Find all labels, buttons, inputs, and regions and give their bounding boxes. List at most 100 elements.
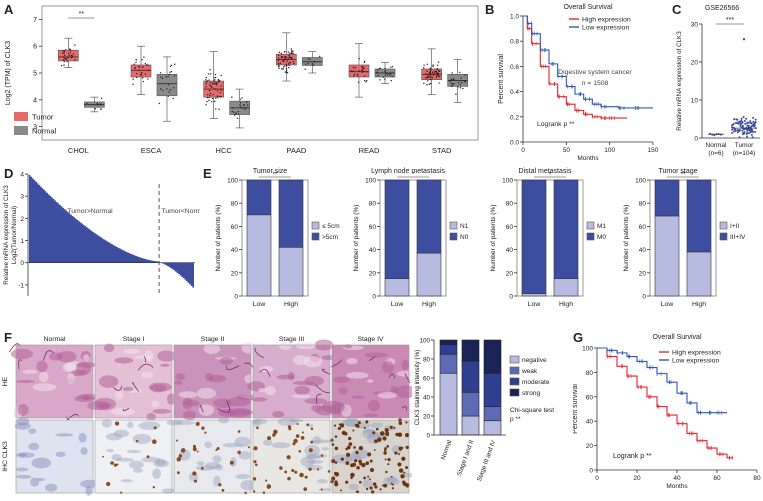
logrank-label: Logrank p ** bbox=[537, 121, 575, 128]
legend-swatch bbox=[586, 221, 595, 230]
legend-label-normal: Normal bbox=[32, 127, 57, 136]
he-tissue-blob bbox=[292, 380, 315, 386]
ihc-positive-stain bbox=[374, 485, 378, 489]
he-tissue-blob bbox=[294, 385, 311, 395]
y-tick-label: 80 bbox=[639, 201, 647, 208]
data-point bbox=[246, 104, 249, 106]
ihc-positive-stain bbox=[377, 437, 382, 442]
ihc-positive-stain bbox=[345, 447, 348, 451]
ihc-positive-stain bbox=[365, 487, 369, 491]
bar-segment-strong bbox=[461, 339, 480, 362]
he-tissue-blob bbox=[394, 385, 412, 398]
data-point bbox=[211, 86, 213, 88]
data-point bbox=[237, 110, 240, 113]
data-point bbox=[215, 108, 217, 110]
ihc-tissue-blob bbox=[120, 479, 133, 483]
category-label: ESCA bbox=[141, 146, 161, 155]
y-tick-label: 4 bbox=[33, 97, 37, 104]
ihc-positive-stain bbox=[404, 432, 410, 438]
he-tissue-blob bbox=[160, 363, 170, 368]
panel-letter-f: F bbox=[4, 330, 12, 345]
ihc-positive-stain bbox=[358, 480, 362, 484]
chart-title: Tumor size bbox=[253, 168, 287, 175]
y-tick-label: 60 bbox=[586, 394, 594, 401]
ihc-positive-stain bbox=[374, 439, 378, 443]
ihc-positive-stain bbox=[348, 436, 352, 441]
he-tissue-blob bbox=[32, 383, 57, 392]
legend-label: negative bbox=[522, 357, 547, 364]
he-tissue-blob bbox=[352, 395, 365, 399]
y-tick-label: 20 bbox=[639, 270, 647, 277]
y-tick-label: 80 bbox=[369, 201, 377, 208]
data-point bbox=[138, 69, 141, 71]
bar-segment-strong bbox=[483, 339, 502, 374]
data-point bbox=[307, 58, 309, 60]
ihc-positive-stain bbox=[204, 431, 207, 434]
ihc-positive-stain bbox=[247, 446, 250, 449]
data-point bbox=[161, 77, 164, 80]
ihc-tissue-blob bbox=[212, 455, 222, 463]
he-tissue-blob bbox=[344, 344, 353, 349]
data-point bbox=[754, 130, 757, 133]
ihc-positive-stain bbox=[372, 431, 376, 435]
data-point bbox=[279, 62, 282, 64]
y-tick-label: 0.6 bbox=[510, 64, 519, 71]
he-tissue-blob bbox=[22, 369, 38, 374]
he-tissue-blob bbox=[114, 357, 134, 364]
data-point bbox=[364, 75, 366, 77]
data-point bbox=[278, 65, 280, 67]
data-point bbox=[361, 69, 364, 71]
data-point bbox=[285, 68, 288, 70]
ihc-tissue-blob bbox=[321, 446, 329, 451]
data-point bbox=[437, 73, 439, 75]
data-point bbox=[209, 94, 211, 97]
ihc-tissue-blob bbox=[238, 451, 251, 460]
data-point bbox=[284, 57, 286, 60]
ihc-positive-stain bbox=[380, 431, 385, 436]
bar-segment-III+IV bbox=[686, 179, 712, 253]
data-point bbox=[208, 99, 210, 102]
data-point bbox=[210, 100, 213, 103]
data-point bbox=[205, 104, 207, 106]
data-point bbox=[65, 58, 68, 60]
panel-letter-d: D bbox=[4, 166, 14, 181]
ihc-positive-stain bbox=[358, 459, 362, 464]
ihc-positive-stain bbox=[386, 434, 389, 437]
x-tick-label: 100 bbox=[604, 147, 615, 154]
data-point bbox=[284, 65, 286, 67]
ihc-positive-stain bbox=[398, 421, 403, 426]
ihc-tissue-blob bbox=[351, 448, 369, 460]
data-point bbox=[309, 58, 311, 60]
legend-label: >5cm bbox=[322, 234, 338, 241]
y-axis-label: Number of patients (%) bbox=[353, 205, 360, 272]
category-label: Low bbox=[391, 301, 404, 308]
data-point bbox=[231, 96, 233, 98]
ihc-positive-stain bbox=[401, 456, 406, 461]
ihc-positive-stain bbox=[254, 463, 258, 467]
he-tissue-blob bbox=[167, 393, 176, 405]
y-tick-label: 0 bbox=[426, 433, 430, 440]
he-tissue-blob bbox=[62, 362, 77, 373]
data-point bbox=[170, 64, 173, 67]
data-point bbox=[100, 103, 102, 105]
data-point bbox=[350, 70, 352, 72]
ihc-positive-stain bbox=[153, 426, 157, 430]
ihc-tissue-blob bbox=[55, 451, 66, 458]
data-point bbox=[438, 70, 440, 72]
ihc-positive-stain bbox=[387, 457, 391, 462]
he-tissue-blob bbox=[259, 366, 274, 373]
y-axis-label: Percent survival bbox=[498, 54, 505, 104]
bar-segment-≤ 5cm bbox=[246, 214, 272, 297]
data-point bbox=[384, 70, 386, 72]
data-point bbox=[460, 77, 462, 79]
category-label: Stage I and II bbox=[456, 439, 475, 477]
ihc-positive-stain bbox=[178, 454, 183, 458]
x-tick-label: 50 bbox=[563, 147, 571, 154]
y-tick-label: 40 bbox=[586, 419, 594, 426]
data-point bbox=[239, 98, 242, 101]
ihc-positive-stain bbox=[372, 482, 377, 486]
category-label: Normal bbox=[706, 142, 728, 149]
data-point bbox=[172, 97, 174, 100]
ihc-positive-stain bbox=[365, 461, 370, 466]
data-point bbox=[363, 70, 365, 73]
